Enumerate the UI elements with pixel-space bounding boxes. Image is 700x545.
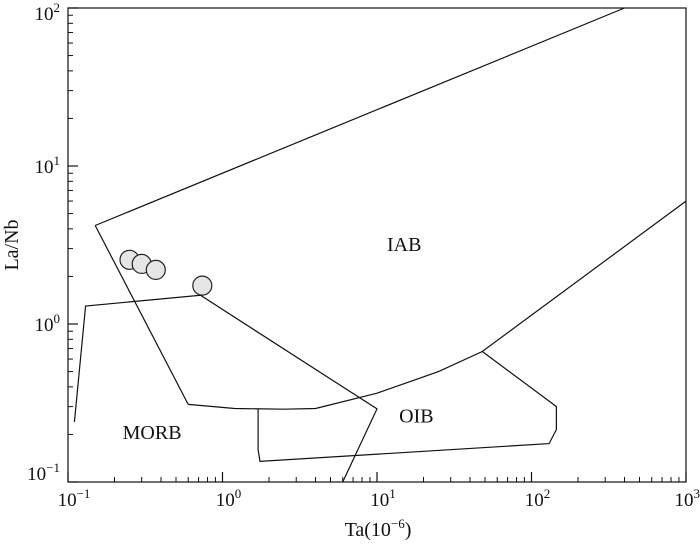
region-label-iab: IAB (387, 234, 421, 256)
boundary-morb-box (73, 294, 378, 483)
x-tick-label: 100 (216, 486, 242, 511)
region-label-morb: MORB (123, 422, 182, 444)
x-axis-ticks: 10−1 100 101 102 103 (58, 472, 700, 511)
y-axis-ticks: 10−1 100 101 102 (27, 0, 78, 485)
boundary-oib-box (257, 351, 558, 463)
x-tick-label: 103 (675, 486, 700, 511)
boundary-iab-left (94, 225, 189, 405)
x-tick-label: 102 (525, 486, 551, 511)
y-tick-label: 101 (35, 153, 61, 178)
boundary-iab-lower-right (188, 200, 687, 410)
y-tick-label: 100 (35, 311, 61, 336)
x-axis-title: Ta(10−6) (345, 516, 412, 541)
region-label-oib: OIB (399, 405, 433, 427)
y-tick-label: 10−1 (27, 460, 60, 485)
y-axis-title: La/Nb (1, 219, 23, 270)
boundary-iab-upper (94, 7, 625, 227)
region-labels: IAB MORB OIB (123, 234, 434, 444)
x-tick-label: 101 (370, 486, 396, 511)
y-tick-label: 102 (35, 0, 61, 25)
data-points (119, 249, 213, 296)
data-point-4 (192, 275, 213, 296)
x-tick-label: 10−1 (58, 486, 91, 511)
plot-frame (67, 7, 687, 483)
region-boundaries (73, 7, 687, 483)
data-point-3 (145, 259, 166, 280)
